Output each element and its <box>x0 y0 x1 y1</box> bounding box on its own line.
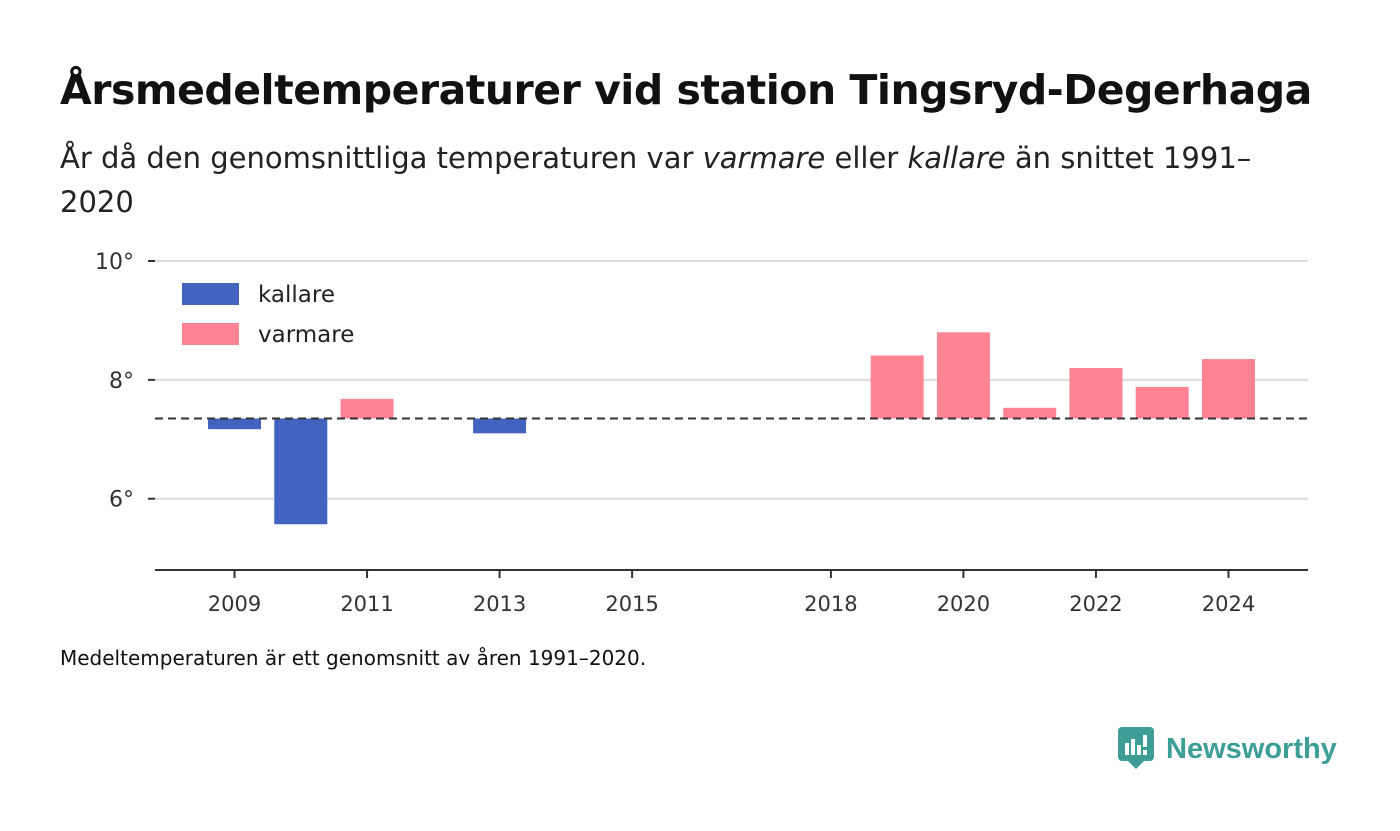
bar-2019 <box>870 355 924 419</box>
x-tick-label: 2020 <box>937 592 990 616</box>
chart-title: Årsmedeltemperaturer vid station Tingsry… <box>60 66 1312 114</box>
x-tick-label: 2015 <box>605 592 658 616</box>
subtitle-text-3: än snittet 1991–2020 <box>60 141 1252 219</box>
bar-2021 <box>1003 407 1057 419</box>
brand-name: Newsworthy <box>1166 732 1337 765</box>
footnote: Medeltemperaturen är ett genomsnitt av å… <box>60 646 647 670</box>
brand-logo[interactable]: Newsworthy <box>1118 727 1337 771</box>
legend: kallare varmare <box>182 282 354 348</box>
bar-2010 <box>274 418 328 525</box>
x-tick-label: 2011 <box>340 592 393 616</box>
legend-label-varmare: varmare <box>258 322 354 348</box>
y-tick-label: 10° <box>95 250 134 275</box>
x-tick-label: 2022 <box>1069 592 1122 616</box>
chart-subtitle: År då den genomsnittliga temperaturen va… <box>60 136 1260 224</box>
y-tick-label: 8° <box>109 369 134 394</box>
bar-2020 <box>936 332 990 419</box>
x-tick-label: 2009 <box>208 592 261 616</box>
y-tick-label: 6° <box>109 488 134 513</box>
bar-2011 <box>340 398 394 419</box>
axes: 2009 2011 2013 2015 2018 2020 2022 2024 6° 8° 10° <box>95 250 1308 616</box>
bar-2022 <box>1069 367 1123 419</box>
bars-group <box>208 332 1255 525</box>
subtitle-cold-word: kallare <box>907 141 1006 175</box>
legend-swatch-kallare <box>182 283 239 305</box>
bar-2024 <box>1201 359 1255 419</box>
legend-swatch-varmare <box>182 323 239 345</box>
x-tick-label: 2013 <box>473 592 526 616</box>
bar-2009 <box>208 418 262 430</box>
bar-2013 <box>473 418 527 434</box>
bar-chart: 2009 2011 2013 2015 2018 2020 2022 20246°8°10° … <box>95 250 1308 616</box>
x-tick-label: 2024 <box>1202 592 1255 616</box>
newsworthy-logo-icon <box>1118 727 1154 769</box>
bar-2023 <box>1135 386 1189 419</box>
x-tick-label: 2018 <box>804 592 857 616</box>
subtitle-text-2: eller <box>825 141 908 175</box>
legend-label-kallare: kallare <box>258 282 335 308</box>
subtitle-text-1: År då den genomsnittliga temperaturen va… <box>60 141 703 175</box>
subtitle-warm-word: varmare <box>702 141 826 175</box>
